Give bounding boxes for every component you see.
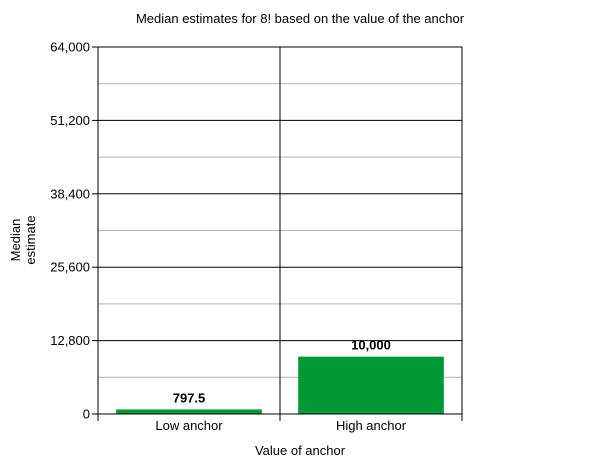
y-axis-label-line-1: Median	[8, 219, 23, 262]
chart-title: Median estimates for 8! based on the val…	[136, 11, 465, 26]
bar-1	[116, 409, 262, 414]
x-axis-ticks: Low anchor High anchor	[97, 414, 463, 433]
y-tick-label: 64,000	[50, 40, 90, 55]
y-tick-label: 12,800	[50, 333, 90, 348]
data-label-2: 10,000	[351, 338, 391, 353]
data-labels: 797.5 10,000	[173, 338, 391, 406]
bar-2	[298, 356, 444, 414]
y-axis-label-line-2: estimate	[23, 215, 38, 264]
x-tick-label: Low anchor	[155, 418, 223, 433]
x-tick-label: High anchor	[336, 418, 407, 433]
y-tick-label: 51,200	[50, 113, 90, 128]
y-tick-label: 25,600	[50, 260, 90, 275]
y-axis-ticks: 0 12,800 25,600 38,400 51,200 64,000	[50, 40, 98, 422]
x-axis-label: Value of anchor	[255, 443, 346, 458]
data-label-1: 797.5	[173, 390, 206, 405]
bars	[116, 356, 444, 414]
y-tick-label: 38,400	[50, 186, 90, 201]
y-tick-label: 0	[83, 407, 90, 422]
